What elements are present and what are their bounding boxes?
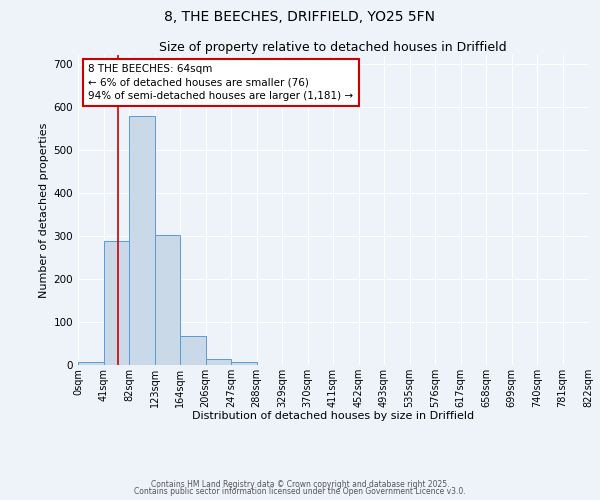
Bar <box>180 336 205 365</box>
Bar <box>78 362 104 365</box>
Bar <box>155 235 180 365</box>
Bar <box>205 358 231 365</box>
Title: Size of property relative to detached houses in Driffield: Size of property relative to detached ho… <box>159 41 507 54</box>
Text: 8, THE BEECHES, DRIFFIELD, YO25 5FN: 8, THE BEECHES, DRIFFIELD, YO25 5FN <box>164 10 436 24</box>
Text: Contains public sector information licensed under the Open Government Licence v3: Contains public sector information licen… <box>134 487 466 496</box>
X-axis label: Distribution of detached houses by size in Driffield: Distribution of detached houses by size … <box>192 412 474 422</box>
Bar <box>129 116 155 365</box>
Bar <box>231 362 257 365</box>
Text: 8 THE BEECHES: 64sqm
← 6% of detached houses are smaller (76)
94% of semi-detach: 8 THE BEECHES: 64sqm ← 6% of detached ho… <box>88 64 353 100</box>
Y-axis label: Number of detached properties: Number of detached properties <box>40 122 49 298</box>
Text: Contains HM Land Registry data © Crown copyright and database right 2025.: Contains HM Land Registry data © Crown c… <box>151 480 449 489</box>
Bar <box>104 241 129 365</box>
